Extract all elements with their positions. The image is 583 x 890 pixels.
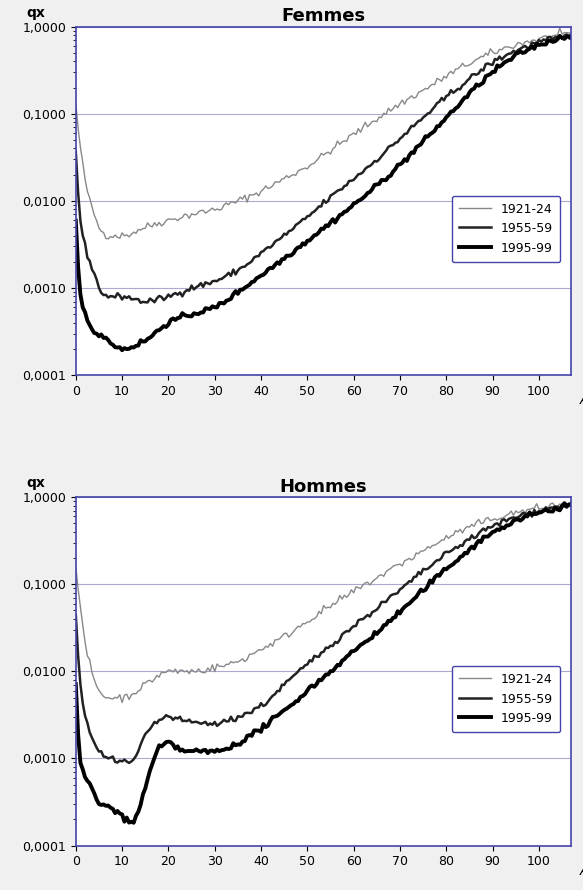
1921-24 xyxy=(556,23,563,34)
1921-24 xyxy=(186,668,193,679)
1995-99 xyxy=(357,639,364,650)
1955-59 xyxy=(361,611,368,622)
1995-99 xyxy=(186,746,193,756)
1955-59 xyxy=(456,84,463,94)
Line: 1921-24: 1921-24 xyxy=(76,28,574,239)
Line: 1995-99: 1995-99 xyxy=(76,35,574,350)
1921-24 xyxy=(570,27,577,37)
1955-59 xyxy=(496,52,503,62)
1921-24 xyxy=(456,61,463,72)
1921-24 xyxy=(105,233,112,244)
1921-24 xyxy=(361,117,368,127)
1955-59 xyxy=(496,521,503,531)
1921-24 xyxy=(186,213,193,223)
1921-24 xyxy=(357,583,364,594)
1955-59 xyxy=(570,32,577,43)
1921-24 xyxy=(357,127,364,138)
1955-59 xyxy=(563,29,570,40)
Text: Âge: Âge xyxy=(580,391,583,408)
1955-59 xyxy=(186,715,193,725)
1955-59 xyxy=(72,146,79,157)
1955-59 xyxy=(72,609,79,619)
1995-99 xyxy=(186,311,193,321)
Text: Âge: Âge xyxy=(580,862,583,878)
1955-59 xyxy=(125,757,132,768)
1995-99 xyxy=(561,498,568,508)
1955-59 xyxy=(361,164,368,174)
1921-24 xyxy=(496,514,503,524)
1995-99 xyxy=(130,817,137,828)
Legend: 1921-24, 1955-59, 1995-99: 1921-24, 1955-59, 1995-99 xyxy=(452,666,560,732)
1955-59 xyxy=(357,614,364,625)
1955-59 xyxy=(199,281,206,292)
1921-24 xyxy=(456,524,463,535)
1955-59 xyxy=(570,498,577,508)
1921-24 xyxy=(570,495,577,506)
1995-99 xyxy=(570,29,577,40)
1921-24 xyxy=(72,562,79,572)
Text: qx: qx xyxy=(26,5,45,20)
1921-24 xyxy=(361,578,368,588)
1955-59 xyxy=(568,497,575,507)
Line: 1921-24: 1921-24 xyxy=(76,500,574,702)
1995-99 xyxy=(496,61,503,72)
1921-24 xyxy=(199,668,206,678)
Text: qx: qx xyxy=(26,476,45,490)
1995-99 xyxy=(357,194,364,205)
1995-99 xyxy=(72,215,79,226)
1995-99 xyxy=(570,499,577,510)
1921-24 xyxy=(72,98,79,109)
1995-99 xyxy=(361,190,368,201)
1995-99 xyxy=(72,679,79,690)
1921-24 xyxy=(496,44,503,54)
1955-59 xyxy=(137,297,144,308)
1995-99 xyxy=(361,636,368,647)
Line: 1955-59: 1955-59 xyxy=(76,35,574,303)
Line: 1995-99: 1995-99 xyxy=(76,503,574,822)
1955-59 xyxy=(186,286,193,296)
Title: Femmes: Femmes xyxy=(282,7,366,25)
1955-59 xyxy=(456,540,463,551)
Legend: 1921-24, 1955-59, 1995-99: 1921-24, 1955-59, 1995-99 xyxy=(452,196,560,262)
1995-99 xyxy=(199,307,206,318)
1955-59 xyxy=(357,168,364,179)
1921-24 xyxy=(118,697,125,708)
1995-99 xyxy=(199,745,206,756)
1921-24 xyxy=(199,205,206,215)
1995-99 xyxy=(496,525,503,536)
1955-59 xyxy=(199,717,206,728)
Title: Hommes: Hommes xyxy=(280,478,367,496)
1995-99 xyxy=(118,344,125,355)
Line: 1955-59: 1955-59 xyxy=(76,502,574,763)
1995-99 xyxy=(456,99,463,109)
1995-99 xyxy=(456,552,463,562)
